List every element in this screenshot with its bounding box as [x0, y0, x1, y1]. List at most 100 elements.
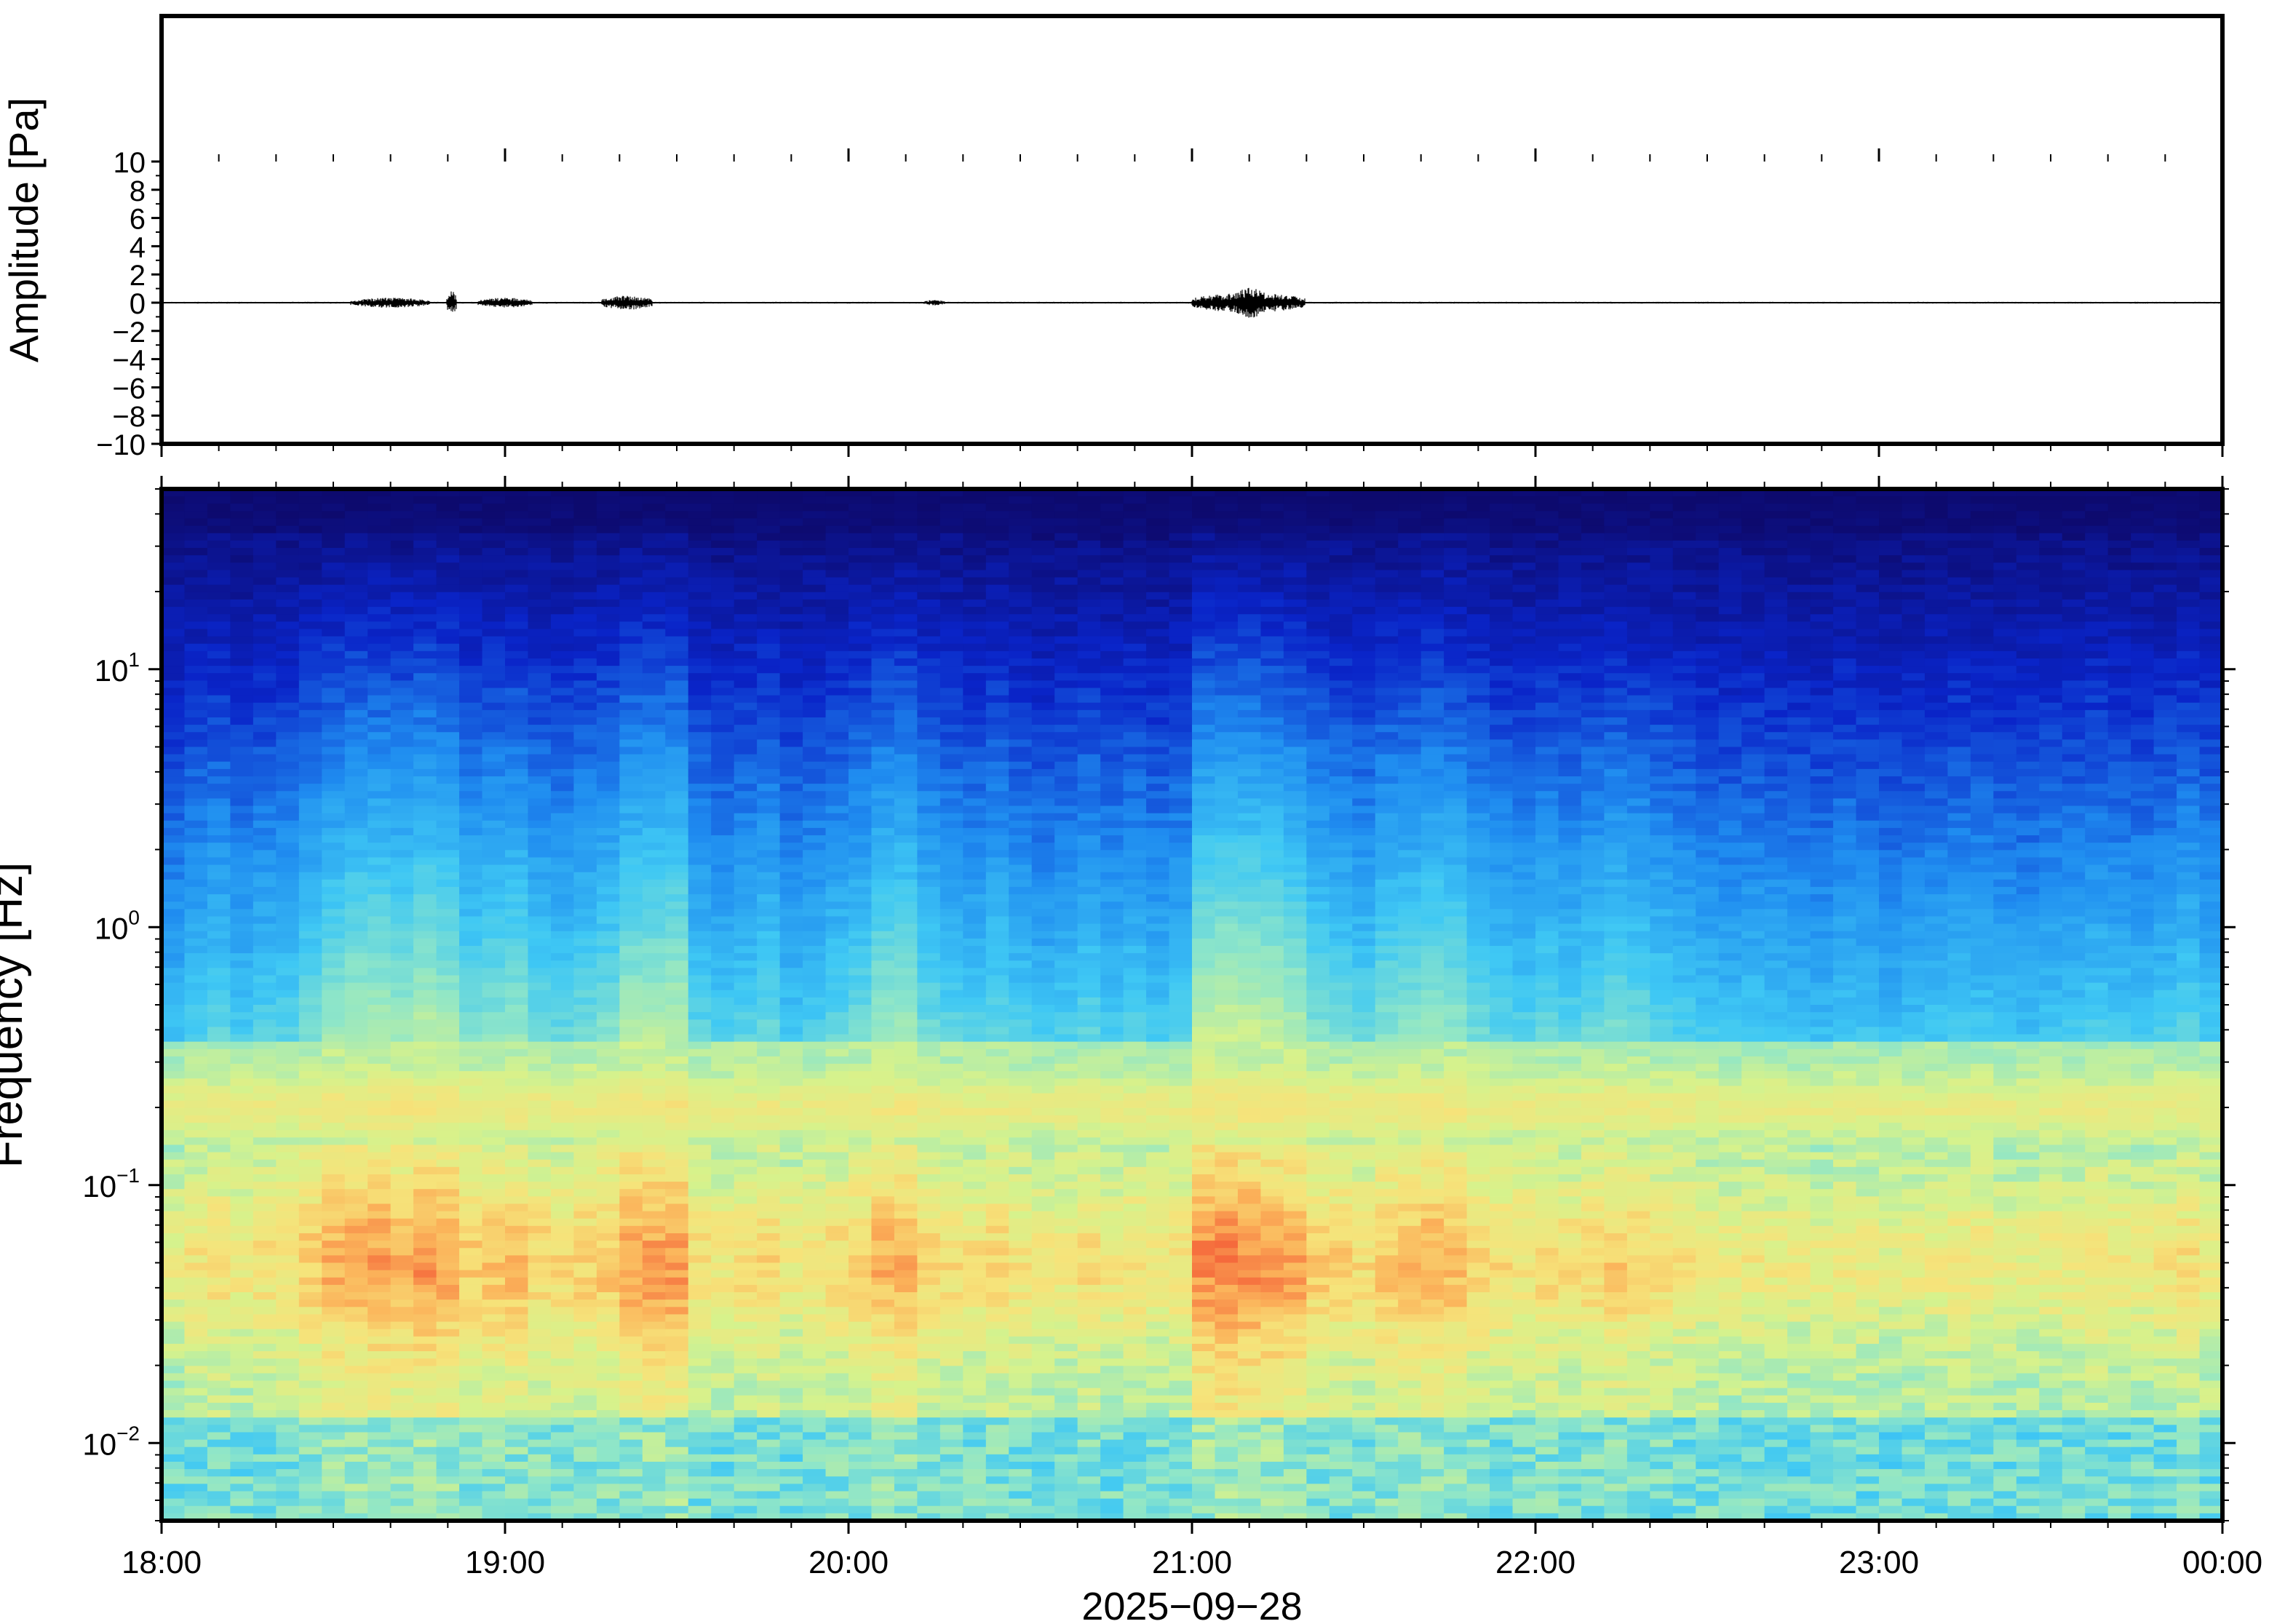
heatmap-cell [482, 709, 506, 718]
heatmap-cell [322, 658, 346, 666]
heatmap-cell [184, 533, 208, 541]
heatmap-cell [779, 717, 803, 725]
heatmap-cell [162, 680, 186, 689]
heatmap-cell [849, 1292, 873, 1300]
heatmap-cell [734, 1402, 758, 1411]
heatmap-cell [573, 1314, 597, 1323]
heatmap-cell [619, 592, 643, 600]
heatmap-cell [849, 754, 873, 763]
heatmap-cell [642, 650, 667, 659]
heatmap-cell [207, 1366, 231, 1374]
heatmap-cell [322, 1123, 346, 1131]
heatmap-cell [459, 1476, 483, 1485]
heatmap-cell [390, 1336, 414, 1345]
heatmap-cell [825, 1277, 849, 1286]
heatmap-cell [207, 798, 231, 807]
heatmap-cell [642, 894, 667, 902]
heatmap-cell [917, 872, 941, 880]
heatmap-cell [459, 1093, 483, 1102]
heatmap-cell [871, 1380, 895, 1389]
heatmap-cell [734, 864, 758, 873]
heatmap-cell [734, 636, 758, 645]
heatmap-cell [619, 761, 643, 770]
heatmap-cell [619, 1225, 643, 1234]
heatmap-cell [528, 1513, 552, 1521]
heatmap-cell [253, 666, 277, 674]
heatmap-cell [298, 923, 323, 932]
heatmap-cell [825, 835, 849, 843]
heatmap-cell [711, 496, 735, 505]
heatmap-cell [162, 791, 186, 800]
heatmap-cell [344, 1211, 368, 1219]
heatmap-cell [207, 857, 231, 866]
heatmap-cell [230, 607, 254, 615]
heatmap-cell [757, 702, 781, 711]
heatmap-cell [482, 754, 506, 763]
heatmap-cell [734, 1484, 758, 1492]
heatmap-cell [825, 1329, 849, 1337]
heatmap-cell [322, 503, 346, 512]
heatmap-cell [184, 1446, 208, 1455]
heatmap-cell [665, 1469, 689, 1478]
heatmap-cell [298, 784, 323, 792]
heatmap-cell [162, 1203, 186, 1212]
amplitude-y-tick-label: 8 [130, 175, 146, 207]
heatmap-cell [779, 709, 803, 718]
heatmap-cell [757, 945, 781, 954]
heatmap-cell [573, 1174, 597, 1182]
heatmap-cell [550, 1498, 575, 1507]
heatmap-cell [619, 1270, 643, 1278]
heatmap-cell [276, 894, 300, 902]
heatmap-cell [849, 1358, 873, 1367]
heatmap-cell [939, 938, 964, 947]
heatmap-cell [688, 1439, 712, 1448]
heatmap-cell [665, 872, 689, 880]
heatmap-cell [688, 636, 712, 645]
heatmap-cell [528, 1277, 552, 1286]
heatmap-cell [390, 1425, 414, 1433]
heatmap-cell [344, 953, 368, 962]
heatmap-cell [459, 990, 483, 998]
heatmap-cell [482, 747, 506, 755]
heatmap-cell [665, 643, 689, 652]
heatmap-cell [322, 732, 346, 741]
heatmap-cell [688, 1314, 712, 1323]
heatmap-cell [207, 1056, 231, 1064]
heatmap-cell [436, 592, 460, 600]
heatmap-cell [619, 909, 643, 918]
heatmap-cell [619, 1174, 643, 1182]
heatmap-cell [939, 843, 964, 851]
heatmap-cell [688, 997, 712, 1006]
heatmap-cell [871, 1410, 895, 1418]
heatmap-cell [894, 1182, 918, 1190]
heatmap-cell [894, 975, 918, 984]
heatmap-cell [162, 709, 186, 718]
heatmap-cell [871, 621, 895, 630]
heatmap-cell [665, 886, 689, 895]
heatmap-cell [779, 1321, 803, 1330]
heatmap-cell [550, 1402, 575, 1411]
heatmap-cell [528, 1019, 552, 1028]
heatmap-cell [939, 680, 964, 689]
heatmap-cell [573, 1454, 597, 1462]
heatmap-cell [939, 791, 964, 800]
heatmap-cell [803, 1241, 827, 1249]
heatmap-cell [207, 1484, 231, 1492]
heatmap-cell [688, 525, 712, 534]
heatmap-cell [665, 843, 689, 851]
heatmap-cell [367, 629, 392, 637]
heatmap-cell [230, 732, 254, 741]
heatmap-cell [871, 533, 895, 541]
heatmap-cell [413, 1358, 437, 1367]
heatmap-cell [459, 886, 483, 895]
heatmap-cell [849, 1321, 873, 1330]
heatmap-cell [688, 1078, 712, 1087]
heatmap-cell [550, 1233, 575, 1241]
heatmap-cell [711, 1123, 735, 1131]
heatmap-cell [322, 798, 346, 807]
heatmap-cell [413, 886, 437, 895]
heatmap-cell [849, 555, 873, 564]
heatmap-cell [276, 1432, 300, 1441]
heatmap-cell [367, 717, 392, 725]
heatmap-cell [253, 695, 277, 704]
